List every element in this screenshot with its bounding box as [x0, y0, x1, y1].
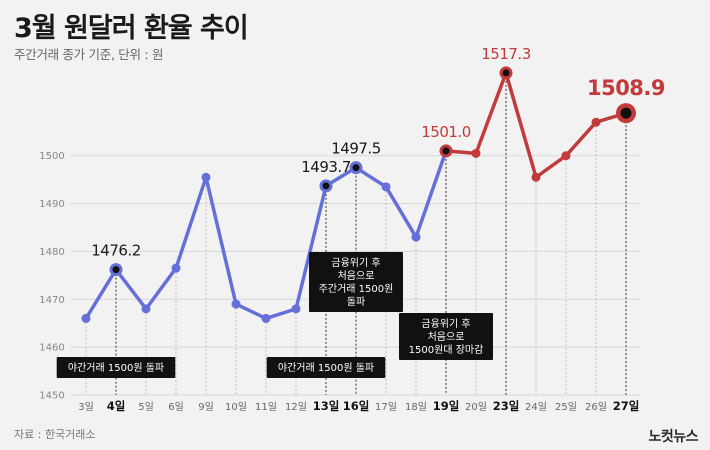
x-tick-label: 4일: [107, 399, 126, 413]
data-point-center: [112, 266, 120, 274]
data-value-label: 1476.2: [91, 242, 141, 260]
x-tick-label: 5일: [138, 401, 154, 413]
annotation-text: 야간거래 1500원 돌파: [278, 362, 374, 374]
x-tick-label: 26일: [585, 401, 607, 413]
annotation-text: 야간거래 1500원 돌파: [68, 362, 164, 374]
x-tick-label: 10일: [225, 401, 247, 413]
data-point: [201, 172, 211, 182]
data-point: [231, 299, 241, 309]
annotation-box: [399, 313, 493, 360]
annotation-box: [309, 252, 403, 312]
data-point-center: [620, 107, 632, 119]
x-tick-label: 24일: [525, 401, 547, 413]
annotation-box: [56, 357, 176, 378]
x-tick-label: 12일: [285, 401, 307, 413]
y-tick-label: 1470: [39, 295, 64, 306]
data-point: [531, 172, 541, 182]
y-tick-label: 1490: [39, 199, 64, 210]
x-tick-label: 3일: [78, 401, 94, 413]
annotation-text: 처음으로: [338, 270, 375, 282]
y-tick-label: 1480: [39, 247, 64, 258]
annotation-text: 주간거래 1500원: [319, 283, 394, 295]
x-tick-label: 13일: [313, 399, 340, 413]
x-tick-label: 25일: [555, 401, 577, 413]
source-note: 자료 : 한국거래소: [14, 428, 96, 441]
data-point: [591, 117, 601, 127]
y-tick-label: 1460: [39, 343, 64, 354]
x-tick-label: 16일: [343, 399, 370, 413]
data-point: [81, 313, 91, 323]
data-value-label: 1508.9: [587, 76, 665, 100]
publisher-logo: 노컷뉴스: [648, 429, 698, 445]
x-tick-label: 18일: [405, 401, 427, 413]
chart-subtitle: 주간거래 종가 기준, 단위 : 원: [14, 47, 164, 62]
data-point-center: [442, 147, 450, 155]
data-point: [171, 263, 181, 273]
data-point-center: [502, 69, 510, 77]
data-point: [381, 182, 391, 192]
data-point: [471, 148, 481, 158]
annotation-box: [266, 357, 386, 378]
x-tick-label: 6일: [168, 401, 184, 413]
x-tick-label: 27일: [613, 399, 640, 413]
data-value-label: 1497.5: [331, 140, 381, 158]
data-point: [141, 304, 151, 314]
annotation-text: 금융위기 후: [331, 256, 380, 269]
data-point: [561, 151, 571, 161]
annotation-text: 1500원대 장마감: [409, 344, 484, 356]
data-point: [291, 304, 301, 314]
x-tick-label: 23일: [493, 399, 520, 413]
y-tick-label: 1450: [39, 391, 64, 402]
data-value-label: 1501.0: [421, 123, 471, 141]
data-value-label: 1493.7: [301, 158, 351, 176]
x-tick-label: 19일: [433, 399, 460, 413]
chart-title: 3월 원달러 환율 추이: [14, 13, 249, 44]
data-point-center: [352, 164, 360, 172]
x-tick-label: 11일: [255, 401, 277, 413]
annotation-text: 돌파: [347, 296, 365, 308]
annotation-text: 금융위기 후: [421, 317, 470, 330]
data-point-center: [322, 182, 330, 190]
x-tick-label: 20일: [465, 401, 487, 413]
annotation-text: 처음으로: [428, 331, 465, 343]
y-tick-label: 1500: [39, 151, 64, 162]
x-tick-label: 17일: [375, 401, 397, 413]
x-tick-label: 9일: [198, 401, 214, 413]
data-point: [261, 313, 271, 323]
data-value-label: 1517.3: [481, 45, 531, 63]
data-point: [411, 232, 421, 242]
